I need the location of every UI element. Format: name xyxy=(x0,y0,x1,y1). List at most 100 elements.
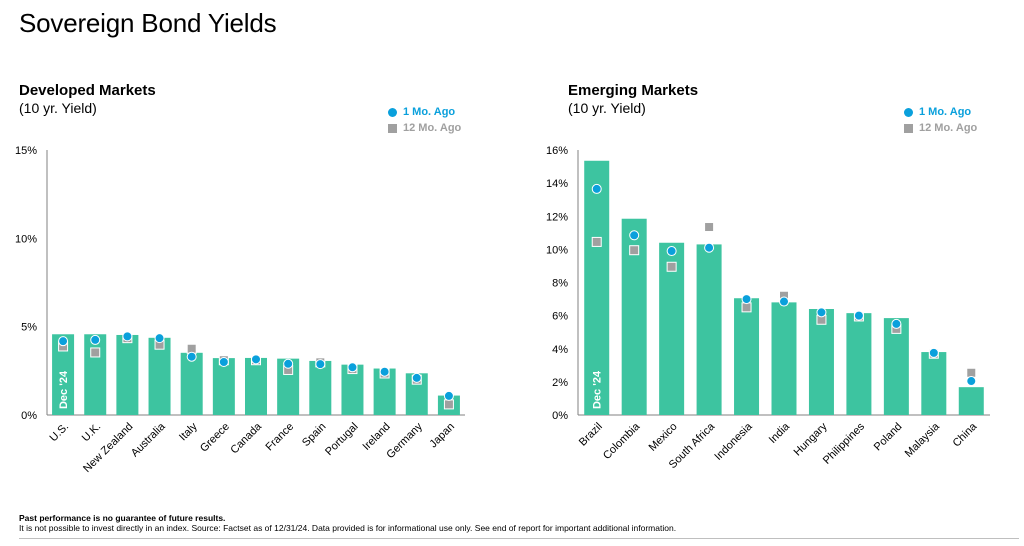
bar-india xyxy=(771,302,797,415)
legend-label-twelve-month: 12 Mo. Ago xyxy=(403,122,462,134)
bar-philippines xyxy=(846,313,872,415)
one-month-point-portugal xyxy=(347,362,358,373)
one-month-marker-icon xyxy=(904,107,913,117)
x-tick-label-indonesia: Indonesia xyxy=(712,420,755,463)
bar-china xyxy=(958,387,984,415)
one-month-point-india xyxy=(779,296,789,307)
developed-markets-legend: 1 Mo. Ago 12 Mo. Ago xyxy=(388,104,461,136)
page-title: Sovereign Bond Yields xyxy=(19,8,277,38)
emerging-markets-legend: 1 Mo. Ago 12 Mo. Ago xyxy=(904,104,977,136)
one-month-point-greece xyxy=(218,357,229,367)
one-month-point-canada xyxy=(251,354,261,365)
one-month-point-malaysia xyxy=(928,347,939,358)
developed-markets-panel: Developed Markets (10 yr. Yield) 1 Mo. A… xyxy=(0,78,480,478)
y-tick-label: 12% xyxy=(546,211,568,223)
twelve-month-marker-icon xyxy=(904,123,913,133)
one-month-point-philippines xyxy=(853,310,864,321)
one-month-point-china xyxy=(966,376,977,387)
twelve-month-marker-icon xyxy=(388,123,397,133)
disclaimer-text: It is not possible to invest directly in… xyxy=(19,523,677,533)
emerging-markets-panel: Emerging Markets (10 yr. Yield) 1 Mo. Ag… xyxy=(546,78,1024,478)
bar-greece xyxy=(212,358,235,415)
y-tick-label: 6% xyxy=(552,311,568,323)
x-tick-label-poland: Poland xyxy=(872,421,905,454)
legend-item-one-month: 1 Mo. Ago xyxy=(904,104,977,120)
x-tick-label-portugal: Portugal xyxy=(323,421,360,458)
bar-australia xyxy=(148,337,171,415)
one-month-point-germany xyxy=(411,372,422,383)
bar-malaysia xyxy=(921,352,947,415)
bar-south-africa xyxy=(696,244,722,415)
x-tick-label-germany: Germany xyxy=(384,420,425,461)
y-tick-label: 8% xyxy=(552,278,568,290)
one-month-point-colombia xyxy=(629,230,640,241)
bar-canada xyxy=(245,357,267,415)
disclaimer-bold: Past performance is no guarantee of futu… xyxy=(19,513,226,523)
twelve-month-point-u-k xyxy=(90,347,101,358)
one-month-marker-icon xyxy=(388,107,397,117)
one-month-point-france xyxy=(283,358,294,369)
one-month-point-new-zealand xyxy=(122,331,133,342)
twelve-month-point-south-africa xyxy=(704,222,715,233)
legend-item-twelve-month: 12 Mo. Ago xyxy=(388,120,461,136)
bar-poland xyxy=(883,318,909,415)
x-tick-label-japan: Japan xyxy=(427,421,457,451)
footer-divider xyxy=(19,538,1019,539)
y-tick-label: 15% xyxy=(15,145,37,157)
one-month-point-south-africa xyxy=(704,242,715,253)
developed-markets-title: Developed Markets xyxy=(19,82,156,99)
bar-new-zealand xyxy=(116,334,139,415)
emerging-markets-title: Emerging Markets xyxy=(568,82,699,99)
bar-france xyxy=(277,358,300,415)
legend-label-one-month: 1 Mo. Ago xyxy=(403,106,456,118)
x-tick-label-hungary: Hungary xyxy=(792,420,830,458)
bar-ireland xyxy=(373,368,396,415)
y-tick-label: 14% xyxy=(546,178,568,190)
y-tick-label: 10% xyxy=(15,233,37,245)
one-month-point-brazil xyxy=(591,183,602,194)
bar-spain xyxy=(309,360,332,415)
bar-portugal xyxy=(341,364,364,415)
x-tick-label-greece: Greece xyxy=(198,421,232,455)
bar-series-label: Dec '24 xyxy=(58,370,70,409)
one-month-point-hungary xyxy=(816,307,827,318)
x-tick-label-u-s: U.S. xyxy=(48,421,72,445)
twelve-month-point-japan xyxy=(443,399,454,410)
y-tick-label: 4% xyxy=(552,344,568,356)
bar-series-label: Dec '24 xyxy=(592,370,604,409)
one-month-point-ireland xyxy=(379,366,390,377)
one-month-point-u-k xyxy=(90,334,101,345)
one-month-point-poland xyxy=(891,318,902,329)
legend-label-twelve-month: 12 Mo. Ago xyxy=(919,122,978,134)
x-tick-label-brazil: Brazil xyxy=(577,421,605,449)
x-tick-label-australia: Australia xyxy=(129,420,168,459)
bar-u-k xyxy=(84,334,107,415)
y-tick-label: 0% xyxy=(552,410,568,422)
one-month-point-australia xyxy=(154,333,165,344)
one-month-point-italy xyxy=(186,351,197,362)
x-tick-label-india: India xyxy=(767,420,793,446)
twelve-month-point-colombia xyxy=(629,245,640,256)
one-month-point-u-s xyxy=(58,336,69,347)
bar-hungary xyxy=(808,309,834,415)
x-tick-label-italy: Italy xyxy=(177,420,200,443)
one-month-point-japan xyxy=(443,390,454,401)
legend-label-one-month: 1 Mo. Ago xyxy=(919,106,972,118)
y-tick-label: 5% xyxy=(21,322,37,334)
y-tick-label: 16% xyxy=(546,145,568,157)
x-tick-label-mexico: Mexico xyxy=(647,421,680,454)
legend-item-twelve-month: 12 Mo. Ago xyxy=(904,120,977,136)
one-month-point-mexico xyxy=(666,246,677,257)
emerging-markets-subtitle: (10 yr. Yield) xyxy=(568,100,646,116)
y-tick-label: 0% xyxy=(21,410,37,422)
x-tick-label-china: China xyxy=(951,420,980,449)
twelve-month-point-brazil xyxy=(591,236,602,247)
legend-item-one-month: 1 Mo. Ago xyxy=(388,104,461,120)
one-month-point-indonesia xyxy=(741,294,752,305)
x-tick-label-colombia: Colombia xyxy=(601,420,643,462)
bar-u-s xyxy=(52,334,75,415)
x-tick-label-spain: Spain xyxy=(300,421,328,449)
bar-indonesia xyxy=(734,298,760,415)
twelve-month-point-indonesia xyxy=(741,302,752,313)
